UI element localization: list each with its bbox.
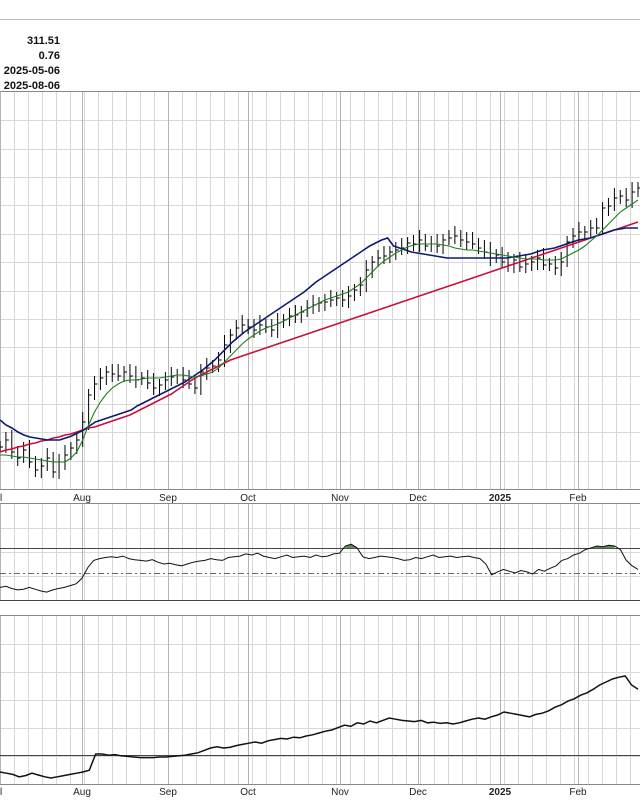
readout-date-start: 2025-05-06 <box>3 65 60 77</box>
indicator-panel-1-line <box>0 543 639 593</box>
x-tick-label: Oct <box>240 787 256 798</box>
x-tick-label: Feb <box>569 787 587 798</box>
x-tick-label: Dec <box>409 493 427 504</box>
readout-value-1: 311.51 <box>26 35 60 47</box>
indicator-panel-2-line <box>0 675 639 779</box>
x-tick-label: Nov <box>331 787 349 798</box>
price-panel-grid <box>0 92 640 489</box>
indicator-panel-2-grid <box>0 616 640 784</box>
price-x-axis-labels: l Aug Sep Oct Nov Dec 2025 Feb <box>0 493 587 504</box>
readout-date-end: 2025-08-06 <box>3 80 60 92</box>
x-tick-label: l <box>0 787 2 798</box>
x-tick-label: Feb <box>569 493 587 504</box>
x-tick-label: l <box>0 493 2 504</box>
x-tick-label: Aug <box>73 493 91 504</box>
x-tick-label: Sep <box>159 493 177 504</box>
moving-average-short <box>0 199 639 463</box>
bottom-x-axis-labels: l Aug Sep Oct Nov Dec 2025 Feb <box>0 787 587 798</box>
readout-value-2: 0.76 <box>38 50 60 62</box>
moving-average-long <box>0 221 639 453</box>
indicator-panel-1-grid <box>0 504 640 600</box>
x-tick-label: Sep <box>159 787 177 798</box>
x-tick-label: 2025 <box>489 787 512 798</box>
x-tick-label: Nov <box>331 493 349 504</box>
moving-average-mid <box>0 227 638 441</box>
x-tick-label: Oct <box>240 493 256 504</box>
x-tick-label: Aug <box>73 787 91 798</box>
x-tick-label: 2025 <box>489 493 512 504</box>
x-tick-label: Dec <box>409 787 427 798</box>
